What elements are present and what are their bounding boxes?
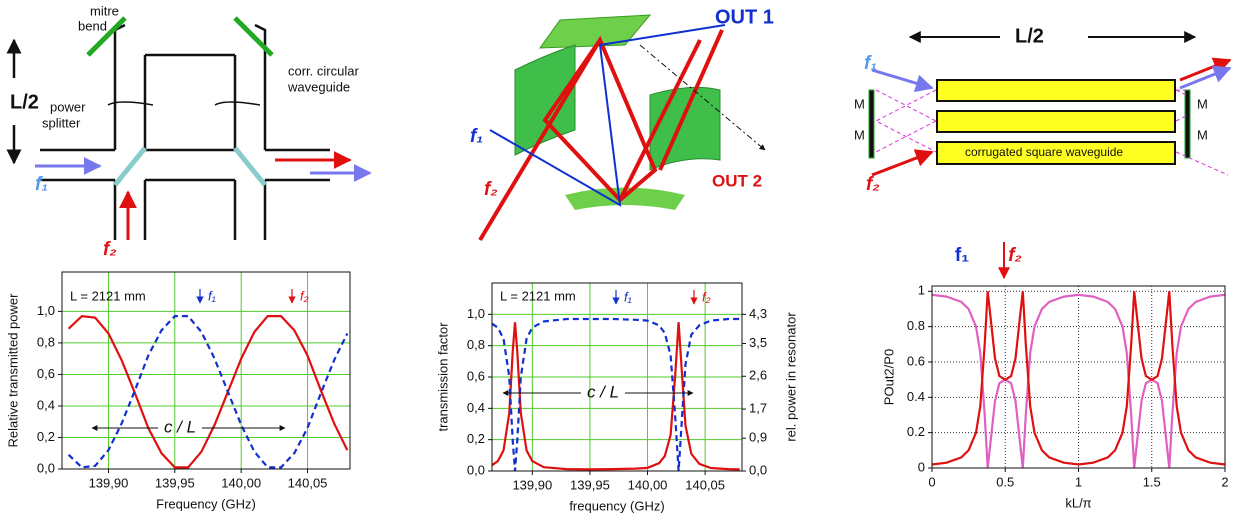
x-tick-label: 140,00 [628,477,668,492]
x-tick-label: 139,90 [512,477,552,492]
y-tick-label: 0.8 [907,318,925,333]
y-tick-label: 0.4 [907,389,925,404]
x-tick-label: 139,90 [89,475,129,490]
x-tick-label: 0.5 [996,474,1014,489]
y2-axis-label: rel. power in resonator [783,312,798,442]
label: f₂ [484,179,498,200]
x-tick-label: 1 [1075,474,1082,489]
label: corr. circular [288,63,359,78]
y-tick-label: 0,2 [467,431,485,446]
annotation: c / L [587,382,619,401]
diagram-quasi-optical [480,15,765,240]
x-tick-label: 2 [1221,474,1228,489]
x-tick-label: 140,00 [221,475,261,490]
annotation: f₂ [1008,245,1022,266]
y-tick-label: 0,8 [37,334,55,349]
label: OUT 2 [712,171,762,190]
y2-tick-label: 0,9 [749,430,767,445]
label: waveguide [287,79,350,94]
y-tick-label: 0,0 [467,462,485,477]
series-line [932,291,1225,464]
label: L/2 [1015,25,1044,47]
x-tick-label: 139,95 [570,477,610,492]
y-axis-label: transmission factor [435,322,450,432]
annotation: L = 2121 mm [500,288,576,303]
x-tick-label: 139,95 [155,475,195,490]
y2-tick-label: 0,0 [749,462,767,477]
annotation: f₂ [300,288,309,303]
annotation: f₁ [208,288,216,303]
label: mitre [90,3,119,18]
label: L/2 [10,91,39,113]
y-axis-label: POut2/P0 [881,349,896,405]
label: M [854,96,865,111]
label: f₁ [864,53,877,74]
annotation: c / L [164,417,196,436]
x-tick-label: 140,05 [685,477,725,492]
annotation: f₂ [702,289,711,304]
y2-tick-label: 4,3 [749,306,767,321]
label: M [1197,96,1208,111]
y-tick-label: 0,4 [467,400,485,415]
label: M [1197,127,1208,142]
annotation: f₁ [955,245,969,266]
y-tick-label: 1,0 [467,306,485,321]
y-axis-label: Relative transmitted power [5,293,20,448]
label: f₁ [35,174,48,195]
figure: mitre bend L/2 power splitter corr. circ… [0,0,1236,519]
label: f₂ [103,239,117,260]
y-tick-label: 1 [918,283,925,298]
y2-tick-label: 1,7 [749,400,767,415]
label: splitter [42,115,81,130]
label: power [50,99,86,114]
y-tick-label: 0.2 [907,424,925,439]
x-axis-label: frequency (GHz) [569,498,664,513]
y2-tick-label: 3,5 [749,335,767,350]
y-tick-label: 0.6 [907,353,925,368]
x-tick-label: 140,05 [288,475,328,490]
y-tick-label: 0,6 [467,368,485,383]
annotation: f₁ [624,289,632,304]
x-tick-label: 1.5 [1143,474,1161,489]
label: f₁ [470,126,483,147]
y2-tick-label: 2,6 [749,368,767,383]
annotation: L = 2121 mm [70,288,146,303]
x-axis-label: Frequency (GHz) [156,496,256,511]
y-tick-label: 0 [918,459,925,474]
y-tick-label: 0,6 [37,366,55,381]
y-tick-label: 0,2 [37,429,55,444]
x-axis-label: kL/π [1065,495,1091,510]
y-tick-label: 0,4 [37,397,55,412]
y-tick-label: 0,0 [37,460,55,475]
label: M [854,127,865,142]
series-line [69,316,348,467]
label: corrugated square waveguide [965,145,1123,159]
label: f₂ [866,174,880,195]
y-tick-label: 1,0 [37,303,55,318]
label: OUT 1 [715,6,774,28]
y-tick-label: 0,8 [467,337,485,352]
x-tick-label: 0 [928,474,935,489]
label: bend [78,18,107,33]
